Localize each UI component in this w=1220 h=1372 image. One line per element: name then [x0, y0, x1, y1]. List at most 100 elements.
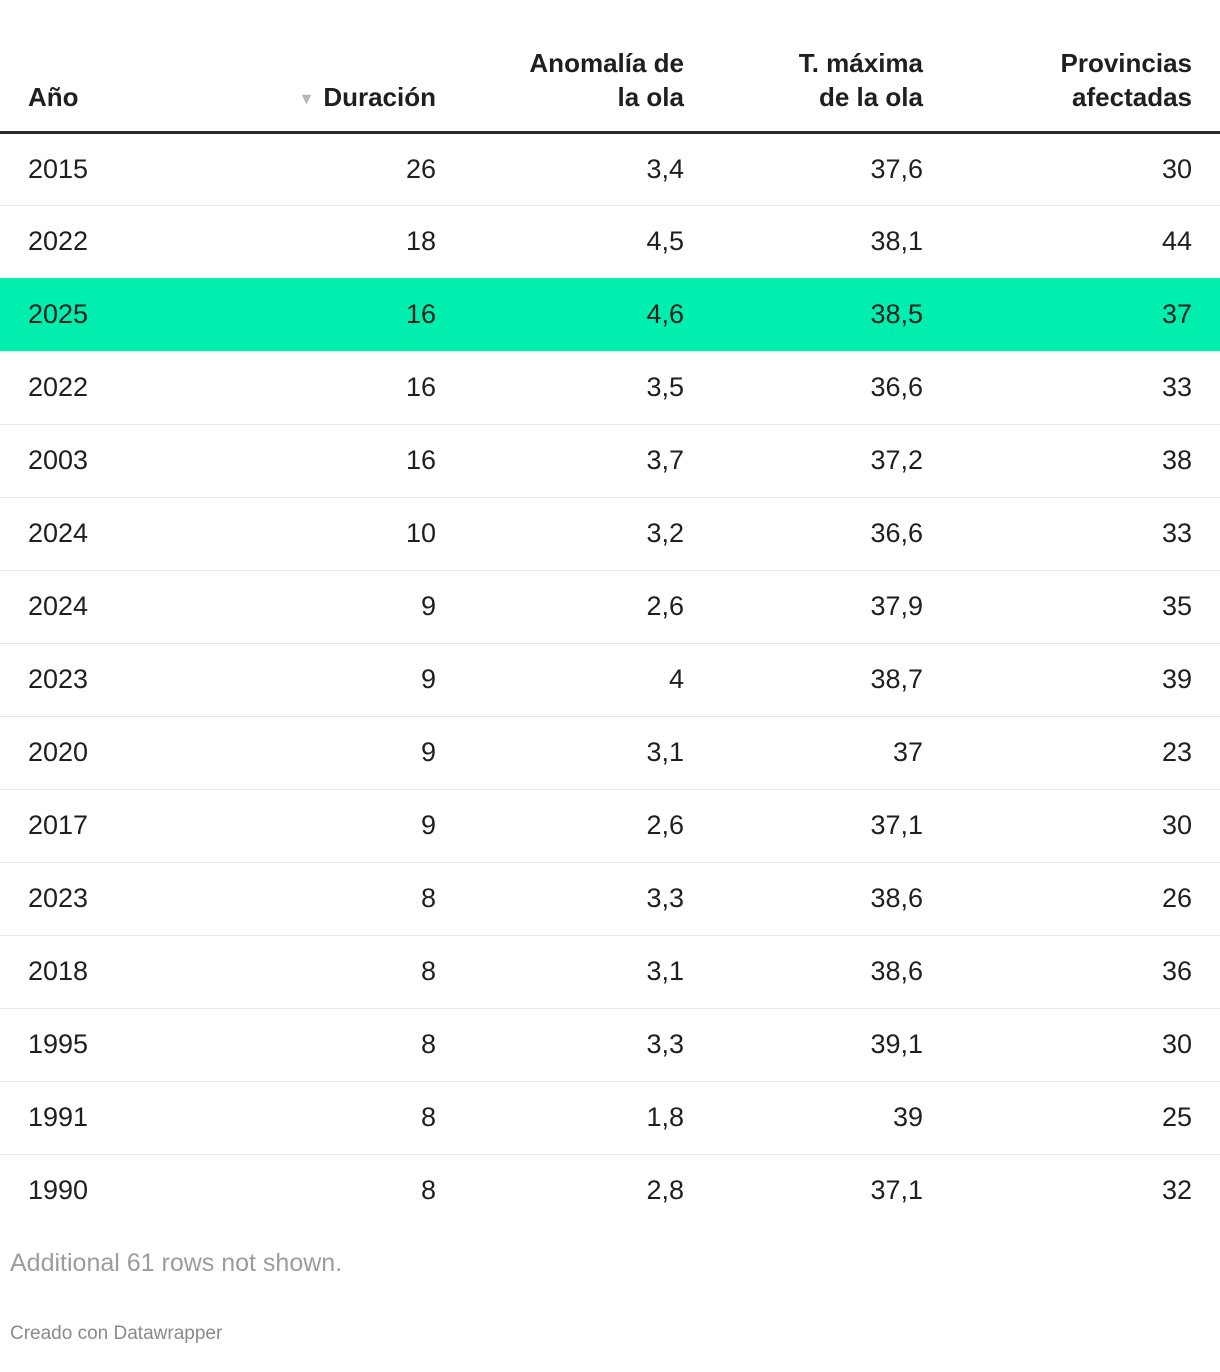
cell-provincias: 37	[923, 277, 1220, 352]
cell-duracion: 9	[250, 715, 436, 790]
cell-ano: 2023	[0, 861, 250, 936]
cell-provincias: 44	[923, 204, 1220, 279]
table-row: 2003 16 3,7 37,2 38	[0, 423, 1220, 498]
cell-ano: 2015	[28, 153, 89, 184]
cell-provincias: 33	[923, 350, 1220, 425]
table-row: 2020 9 3,1 37 23	[0, 715, 1220, 790]
cell-anomalia: 3,3	[436, 861, 684, 936]
cell-anomalia: 2,6	[436, 569, 684, 644]
cell-duracion: 8	[250, 1153, 436, 1228]
cell-anomalia: 4	[436, 642, 684, 717]
column-header-provincias[interactable]: Provincias afectadas	[923, 0, 1220, 134]
cell-duracion: 16	[250, 350, 436, 425]
cell-duracion: 8	[250, 1007, 436, 1082]
column-header-label: Año	[28, 82, 79, 113]
cell-ano: 2003	[0, 423, 250, 498]
datawrapper-attribution: Creado con Datawrapper	[10, 1323, 223, 1345]
table-row: 2023 8 3,3 38,6 26	[0, 861, 1220, 936]
table-row: 2015 26 3,4 37,6 30	[0, 132, 1220, 205]
cell-tmaxima: 37,1	[684, 788, 923, 863]
cell-duracion: 18	[250, 204, 436, 279]
cell-ano: 2022	[0, 350, 250, 425]
cell-tmaxima: 38,5	[684, 277, 923, 352]
cell-ano: 1995	[0, 1007, 250, 1082]
heatwaves-table: Año ▼ Duración Anomalía de la ola T. máxi…	[0, 0, 1220, 1228]
table-row: 1990 8 2,8 37,1 32	[0, 1153, 1220, 1228]
cell-duracion: 8	[250, 1080, 436, 1155]
cell-ano: 2020	[0, 715, 250, 790]
cell-tmaxima: 36,6	[684, 496, 923, 571]
table-row: 2022 16 3,5 36,6 33	[0, 350, 1220, 425]
cell-provincias: 23	[923, 715, 1220, 790]
cell-ano: 2017	[0, 788, 250, 863]
column-header-label: Provincias afectadas	[1060, 48, 1192, 113]
cell-anomalia: 1,8	[436, 1080, 684, 1155]
sort-desc-icon: ▼	[298, 91, 315, 109]
cell-tmaxima: 38,1	[684, 204, 923, 279]
table-header-row: Año ▼ Duración Anomalía de la ola T. máxi…	[0, 0, 1220, 134]
cell-tmaxima: 37,1	[684, 1153, 923, 1228]
cell-duracion: 26	[405, 153, 436, 184]
table-row: 2024 10 3,2 36,6 33	[0, 496, 1220, 571]
cell-duracion: 10	[250, 496, 436, 571]
table-row: 2022 18 4,5 38,1 44	[0, 204, 1220, 279]
cell-provincias: 32	[923, 1153, 1220, 1228]
cell-duracion: 9	[250, 788, 436, 863]
cell-tmaxima: 38,6	[684, 861, 923, 936]
table-row: 2025 16 4,6 38,5 37	[0, 277, 1220, 352]
cell-tmaxima: 38,7	[684, 642, 923, 717]
column-header-ano[interactable]: Año	[0, 0, 250, 134]
table-row: 1991 8 1,8 39 25	[0, 1080, 1220, 1155]
cell-provincias: 38	[923, 423, 1220, 498]
cell-ano: 2025	[0, 277, 250, 352]
cell-provincias: 25	[923, 1080, 1220, 1155]
cell-anomalia: 3,3	[436, 1007, 684, 1082]
cell-ano: 1990	[0, 1153, 250, 1228]
cell-ano: 2022	[0, 204, 250, 279]
cell-anomalia: 3,1	[436, 934, 684, 1009]
cell-tmaxima: 39,1	[684, 1007, 923, 1082]
table-header: Año ▼ Duración Anomalía de la ola T. máxi…	[0, 0, 1220, 134]
cell-anomalia: 3,7	[436, 423, 684, 498]
cell-anomalia: 2,8	[436, 1153, 684, 1228]
cell-ano: 2018	[0, 934, 250, 1009]
cell-tmaxima: 37,9	[684, 569, 923, 644]
cell-ano: 2024	[0, 569, 250, 644]
table-row: 1995 8 3,3 39,1 30	[0, 1007, 1220, 1082]
table-row: 2024 9 2,6 37,9 35	[0, 569, 1220, 644]
cell-duracion: 16	[250, 277, 436, 352]
cell-anomalia: 4,5	[436, 204, 684, 279]
cell-tmaxima: 39	[684, 1080, 923, 1155]
table-row: 2017 9 2,6 37,1 30	[0, 788, 1220, 863]
column-header-anomalia[interactable]: Anomalía de la ola	[436, 0, 684, 134]
column-header-label: Anomalía de la ola	[529, 48, 684, 113]
cell-anomalia: 2,6	[436, 788, 684, 863]
cell-tmaxima: 36,6	[684, 350, 923, 425]
column-header-label: T. máxima de la ola	[798, 48, 923, 113]
cell-provincias: 35	[923, 569, 1220, 644]
cell-provincias: 30	[1161, 153, 1192, 184]
column-header-duracion[interactable]: ▼ Duración	[250, 0, 436, 134]
column-header-tmaxima[interactable]: T. máxima de la ola	[684, 0, 923, 134]
cell-tmaxima: 37,2	[684, 423, 923, 498]
cell-provincias: 30	[923, 1007, 1220, 1082]
cell-duracion: 8	[250, 861, 436, 936]
cell-provincias: 36	[923, 934, 1220, 1009]
cell-anomalia: 3,1	[436, 715, 684, 790]
table-row: 2023 9 4 38,7 39	[0, 642, 1220, 717]
cell-duracion: 8	[250, 934, 436, 1009]
cell-tmaxima: 37,6	[870, 153, 923, 184]
cell-ano: 2023	[0, 642, 250, 717]
cell-anomalia: 3,2	[436, 496, 684, 571]
cell-duracion: 9	[250, 569, 436, 644]
cell-ano: 1991	[0, 1080, 250, 1155]
cell-anomalia: 3,4	[646, 153, 684, 184]
cell-duracion: 16	[250, 423, 436, 498]
table-row: 2018 8 3,1 38,6 36	[0, 934, 1220, 1009]
cell-provincias: 30	[923, 788, 1220, 863]
column-header-label: Duración	[323, 82, 436, 113]
rows-not-shown-note: Additional 61 rows not shown.	[10, 1249, 343, 1278]
cell-provincias: 39	[923, 642, 1220, 717]
cell-duracion: 9	[250, 642, 436, 717]
